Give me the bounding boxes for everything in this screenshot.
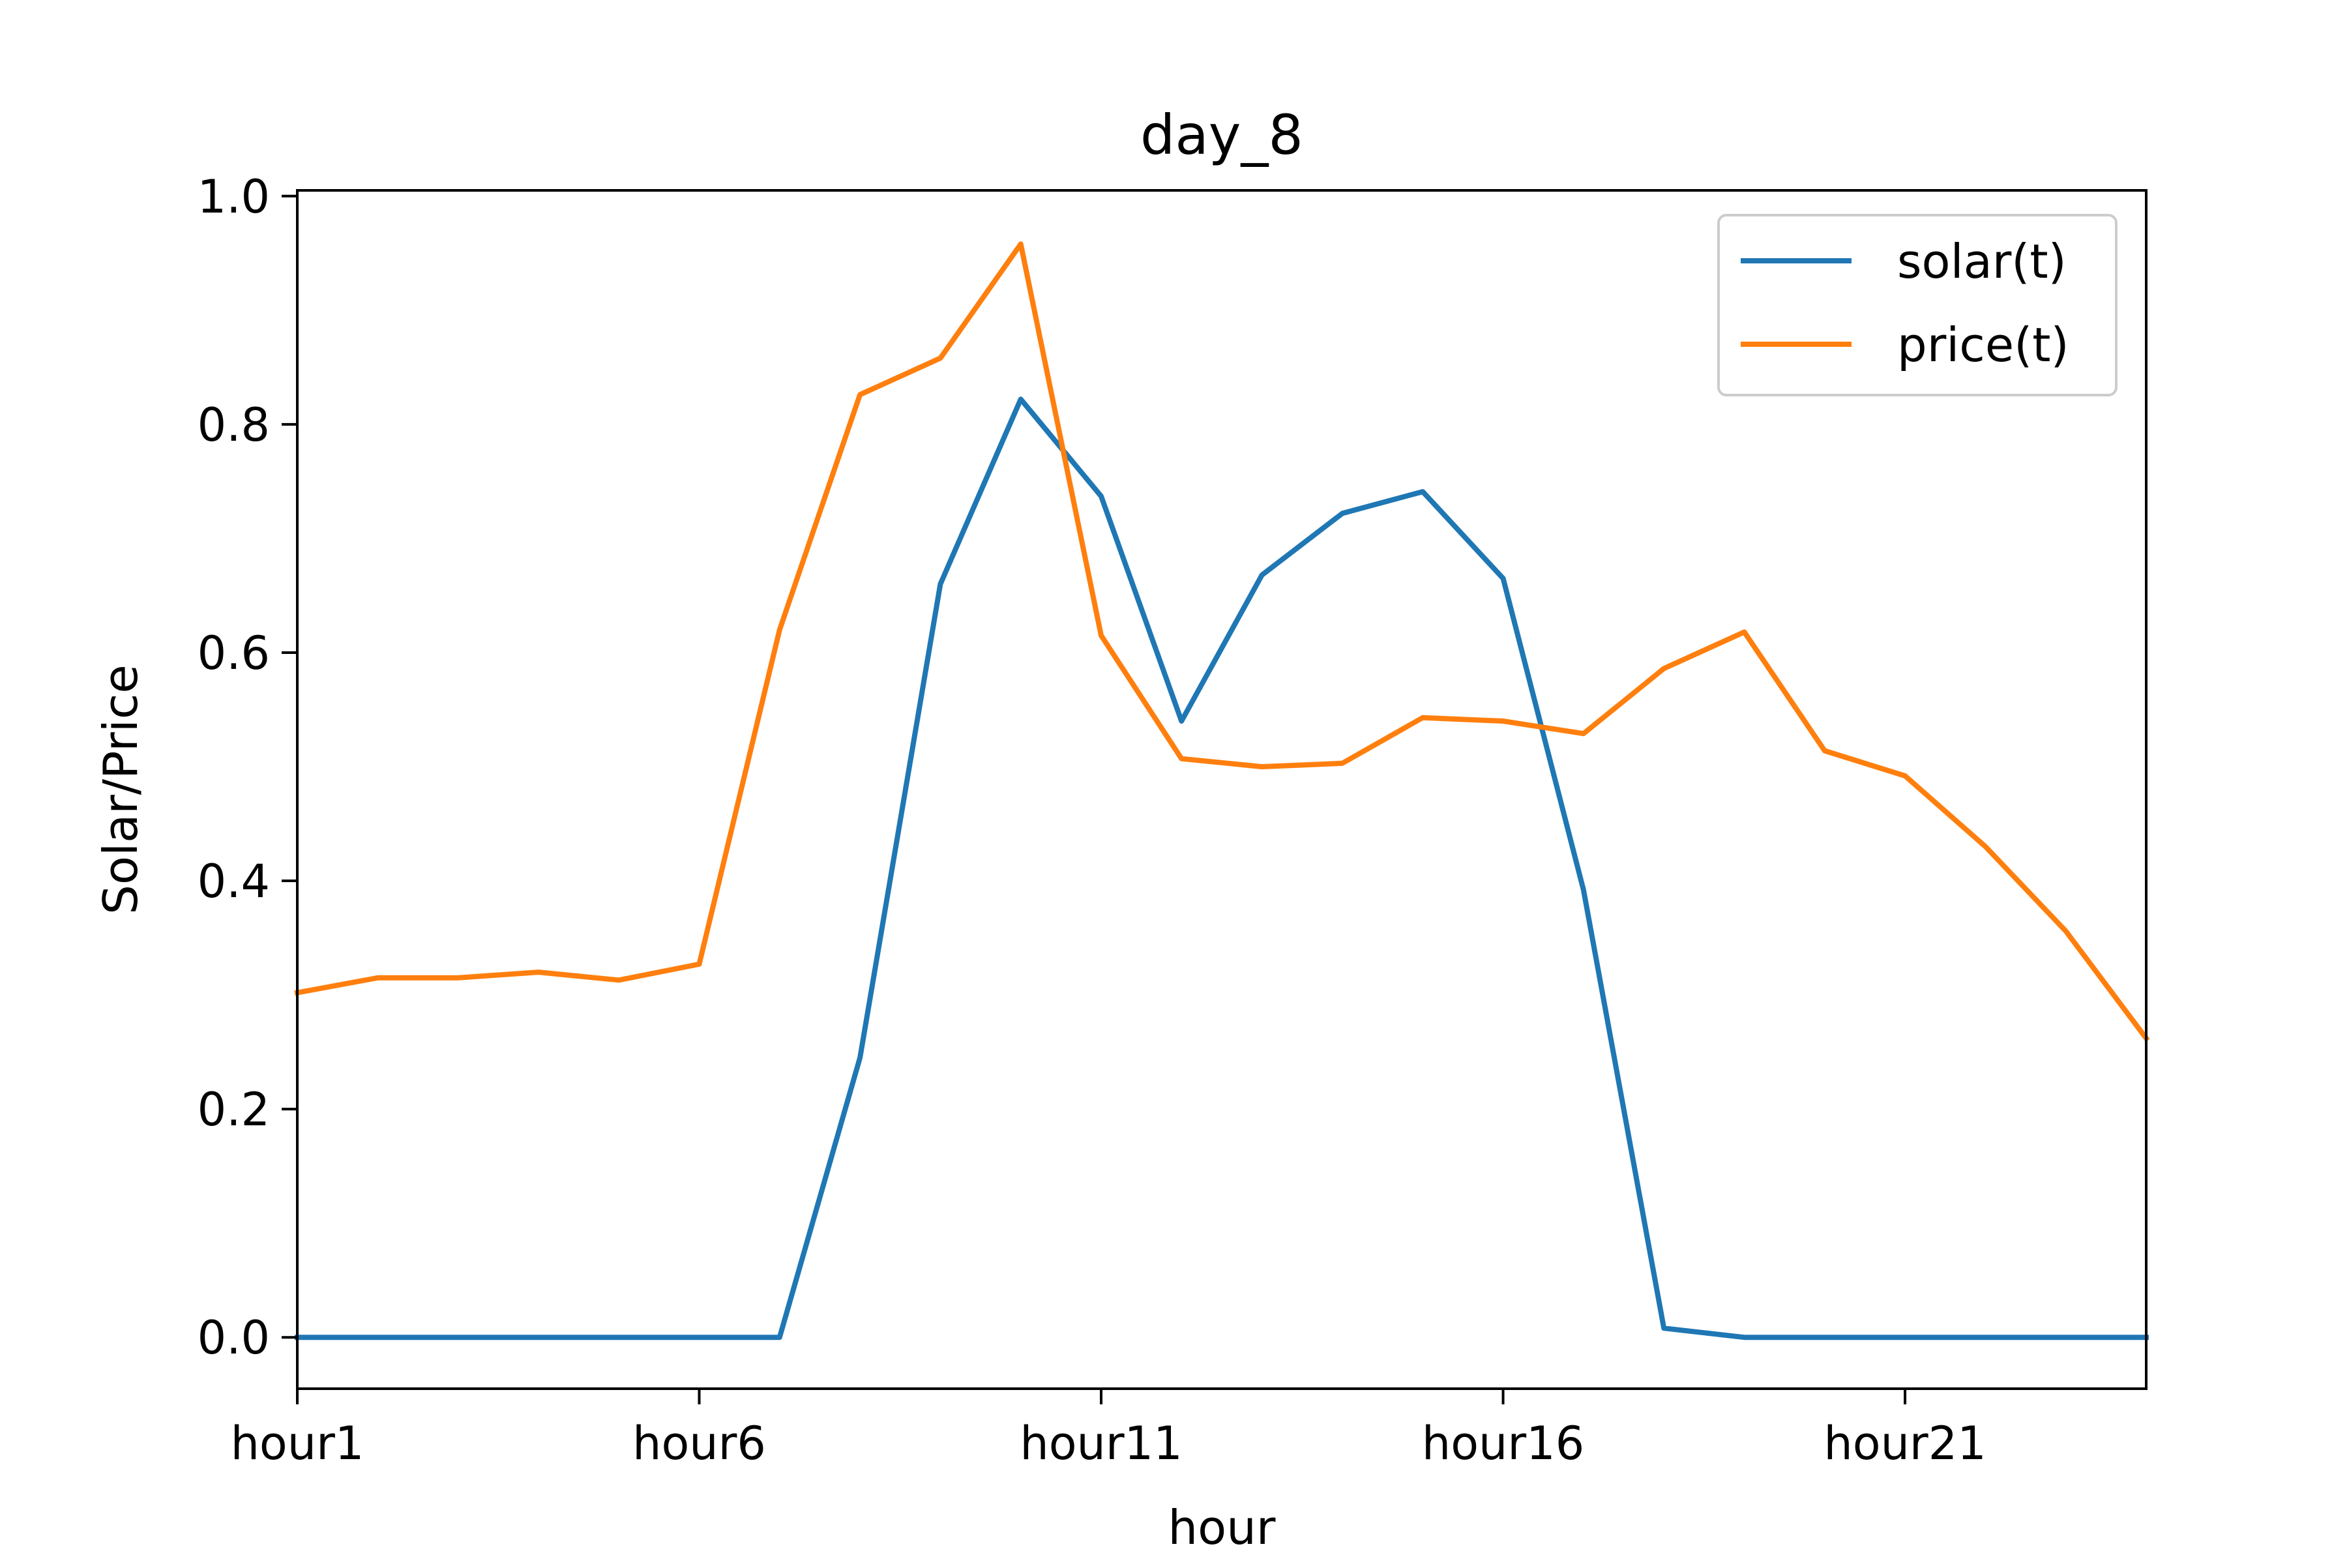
chart-title: day_8 xyxy=(1140,103,1303,167)
x-tick-label: hour21 xyxy=(1823,1417,1986,1470)
y-tick-label: 0.8 xyxy=(198,398,270,452)
x-tick-label: hour11 xyxy=(1020,1417,1182,1470)
series-line-price xyxy=(294,241,2150,1043)
y-tick-label: 0.0 xyxy=(198,1311,270,1365)
legend-label-solar: solar(t) xyxy=(1897,234,2067,289)
y-tick-label: 1.0 xyxy=(198,170,270,224)
y-axis-title: Solar/Price xyxy=(93,664,148,914)
x-tick-label: hour16 xyxy=(1422,1417,1584,1470)
legend-label-price: price(t) xyxy=(1897,318,2069,372)
series-line-solar xyxy=(295,396,2149,1340)
x-tick-label: hour1 xyxy=(231,1417,364,1470)
legend: solar(t) price(t) xyxy=(1717,214,2118,396)
x-tick-label: hour6 xyxy=(632,1417,766,1470)
x-axis: hour1 hour6 hour11 hour16 hour21 xyxy=(231,1389,1986,1470)
x-axis-title: hour xyxy=(1168,1500,1276,1555)
y-tick-label: 0.4 xyxy=(198,855,270,908)
plot-area-frame xyxy=(296,189,2148,1390)
series-layer xyxy=(294,241,2150,1340)
y-tick-label: 0.2 xyxy=(198,1083,270,1136)
y-axis: 0.0 0.2 0.4 0.6 0.8 1.0 xyxy=(198,170,297,1365)
y-tick-label: 0.6 xyxy=(198,627,270,680)
